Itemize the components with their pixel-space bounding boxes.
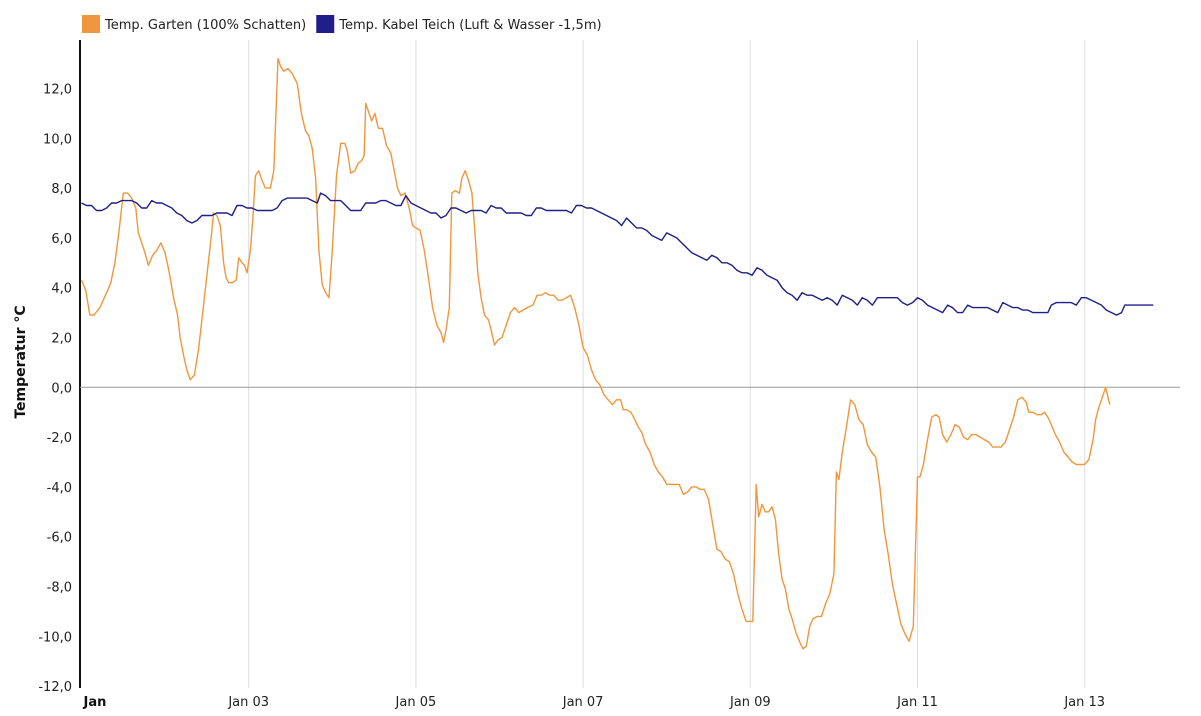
y-axis: 12,0 10,0 8,0 6,0 4,0 2,0 0,0 -2,0 -4,0 -6,0 -8,0 -… — [38, 40, 1180, 695]
x-tick-label: Jan 07 — [562, 695, 604, 710]
x-tick-label: Jan 09 — [729, 695, 771, 710]
y-tick-label: 12,0 — [43, 83, 72, 98]
y-tick-label: 10,0 — [43, 132, 72, 147]
y-tick-label: -4,0 — [47, 481, 72, 496]
x-tick-label: Jan 03 — [227, 695, 269, 710]
legend-swatch-1 — [82, 15, 100, 33]
x-axis: Jan Jan 03 Jan 05 Jan 07 Jan 09 Jan 11 Jan 13 — [83, 695, 1106, 710]
series-lines — [80, 57, 1154, 650]
y-tick-label: 8,0 — [51, 182, 72, 197]
y-tick-label: 2,0 — [51, 332, 72, 347]
series-line-1 — [80, 57, 1111, 650]
y-axis-label: Temperatur °C — [13, 305, 29, 418]
x-tick-label: Jan — [83, 695, 107, 710]
y-tick-label: 0,0 — [51, 381, 72, 396]
x-tick-label: Jan 13 — [1063, 695, 1105, 710]
series-line-2 — [81, 192, 1154, 316]
y-tick-label: 6,0 — [51, 232, 72, 247]
vertical-gridlines — [248, 40, 1086, 688]
y-tick-label: -2,0 — [47, 431, 72, 446]
y-tick-label: -10,0 — [38, 630, 72, 645]
y-tick-label: 4,0 — [51, 282, 72, 297]
legend: Temp. Garten (100% Schatten) Temp. Kabel … — [82, 15, 602, 33]
legend-label-1: Temp. Garten (100% Schatten) — [104, 18, 306, 33]
legend-label-2: Temp. Kabel Teich (Luft & Wasser -1,5m) — [338, 18, 601, 33]
y-tick-label: -8,0 — [47, 581, 72, 596]
y-tick-label: -6,0 — [47, 531, 72, 546]
y-tick-label: -12,0 — [38, 680, 72, 695]
x-tick-label: Jan 05 — [395, 695, 437, 710]
x-tick-label: Jan 11 — [896, 695, 938, 710]
legend-swatch-2 — [316, 15, 335, 33]
